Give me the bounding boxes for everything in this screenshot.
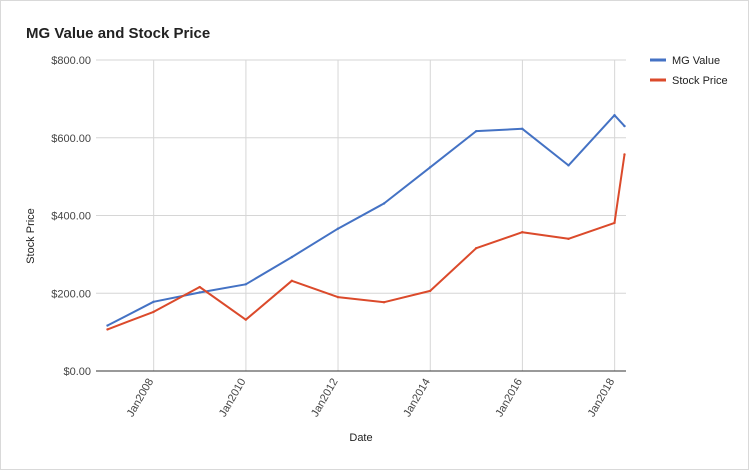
- data-point: [475, 129, 478, 133]
- data-point: [152, 310, 155, 314]
- data-point: [613, 221, 616, 225]
- data-point: [623, 153, 626, 156]
- chart-title: MG Value and Stock Price: [26, 25, 210, 42]
- data-point: [106, 324, 109, 327]
- data-point: [475, 246, 478, 250]
- series-line: [106, 153, 626, 331]
- data-point: [336, 227, 340, 230]
- data-point: [428, 289, 432, 293]
- data-point: [152, 300, 155, 304]
- data-point: [623, 124, 626, 128]
- x-tick-label: Jan2010: [217, 377, 249, 420]
- data-point: [198, 285, 201, 289]
- x-tick-label: Jan2014: [401, 377, 433, 420]
- data-point: [382, 300, 386, 304]
- data-point: [198, 291, 201, 294]
- data-point: [567, 164, 570, 167]
- x-tick-label: Jan2008: [125, 377, 157, 420]
- legend-label: MG Value: [672, 55, 720, 67]
- y-axis-ticks: $0.00 $200.00 $400.00 $600.00 $800.00: [51, 55, 91, 378]
- data-point: [290, 255, 294, 259]
- y-tick-label: $0.00: [63, 366, 91, 378]
- data-point: [521, 127, 524, 131]
- legend-label: Stock Price: [672, 75, 728, 87]
- y-tick-label: $800.00: [51, 55, 91, 67]
- x-tick-label: Jan2018: [586, 377, 618, 420]
- x-axis-ticks: Jan2008 Jan2010 Jan2012 Jan2014 Jan2016 Jan20…: [125, 377, 617, 420]
- x-axis-title: Date: [349, 432, 372, 444]
- data-point: [106, 328, 109, 331]
- data-point: [336, 295, 340, 299]
- series-lines: [106, 114, 626, 331]
- data-point: [521, 231, 524, 234]
- y-tick-label: $600.00: [51, 133, 91, 145]
- x-tick-label: Jan2016: [493, 377, 525, 420]
- y-tick-label: $200.00: [51, 288, 91, 300]
- data-point: [290, 279, 294, 283]
- data-point: [613, 114, 616, 117]
- legend: MG Value Stock Price: [650, 55, 728, 87]
- data-point: [382, 202, 386, 205]
- data-point: [567, 237, 570, 241]
- data-point: [428, 166, 432, 169]
- data-point: [244, 318, 247, 321]
- data-point: [244, 283, 247, 286]
- y-axis-title: Stock Price: [25, 208, 37, 264]
- y-tick-label: $400.00: [51, 211, 91, 223]
- x-tick-label: Jan2012: [309, 377, 341, 420]
